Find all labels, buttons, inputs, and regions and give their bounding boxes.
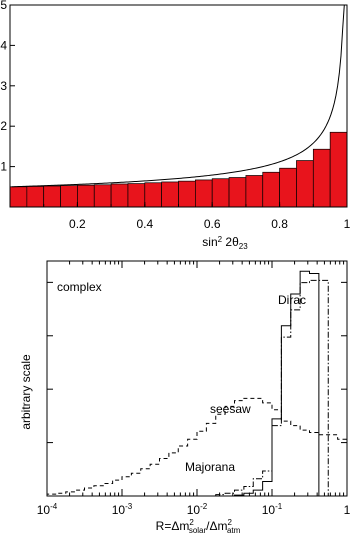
- density-curve: [11, 4, 345, 188]
- histogram-x-axis-label: sin2 2θ23: [202, 235, 248, 251]
- histogram-bar: [296, 160, 314, 208]
- distribution-x-tick-label: 10-2: [187, 502, 208, 517]
- histogram-y-tick-label: 4: [0, 38, 7, 52]
- histogram-bar: [228, 177, 247, 208]
- histogram-bar: [93, 184, 112, 208]
- histogram-bar: [279, 167, 297, 208]
- distribution-x-tick-label: 10-4: [37, 502, 58, 517]
- histogram-x-tick-label: 1: [344, 217, 350, 231]
- annotation-majorana: Majorana: [185, 460, 235, 474]
- histogram-y-tick-label: 3: [0, 79, 7, 93]
- histogram-bar: [245, 175, 264, 208]
- distribution-x-tick-label: 10-1: [262, 502, 283, 517]
- annotation-seesaw: seesaw: [210, 402, 251, 416]
- histogram-bar: [211, 178, 230, 208]
- histogram-bar: [329, 131, 348, 208]
- series-seesaw-line: [46, 397, 347, 496]
- distribution-panel: 10-4 10-3 10-2 10-1 1 complex Dirac seesaw M…: [19, 260, 350, 535]
- distribution-x-tick-label: 10-3: [112, 502, 133, 517]
- histogram-bar: [9, 186, 28, 208]
- annotation-complex: complex: [57, 280, 102, 294]
- histogram-bars: [9, 131, 348, 208]
- histogram-bar: [127, 183, 146, 208]
- histogram-bar: [26, 186, 45, 208]
- histogram-ticks: 0.2 0.4 0.6 0.8 1 1 2 3 4 5: [0, 0, 350, 231]
- histogram-bar: [195, 179, 213, 208]
- histogram-bar: [161, 181, 179, 208]
- histogram-y-tick-label: 1: [0, 160, 7, 174]
- histogram-x-tick-label: 0.8: [271, 217, 288, 231]
- histogram-bar: [43, 185, 61, 208]
- histogram-x-tick-label: 0.6: [204, 217, 221, 231]
- histogram-bar: [144, 182, 163, 208]
- distribution-ticks: 10-4 10-3 10-2 10-1 1: [37, 261, 350, 517]
- histogram-panel: 0.2 0.4 0.6 0.8 1 1 2 3 4 5 sin2 2θ23: [0, 0, 350, 251]
- series-majorana-line: [215, 279, 347, 497]
- histogram-y-tick-label: 2: [0, 119, 7, 133]
- distribution-y-axis-label: arbitrary scale: [19, 354, 33, 430]
- annotation-dirac: Dirac: [278, 293, 306, 307]
- histogram-x-tick-label: 0.2: [69, 217, 86, 231]
- histogram-y-tick-label: 5: [0, 0, 7, 12]
- histogram-bar: [77, 184, 95, 208]
- histogram-bar: [312, 148, 331, 208]
- histogram-x-tick-label: 0.4: [136, 217, 153, 231]
- series-dirac-line: [234, 270, 347, 497]
- histogram-bar: [262, 171, 280, 208]
- histogram-bar: [110, 183, 129, 208]
- distribution-x-tick-label: 1: [344, 503, 350, 517]
- distribution-x-axis-label: R=Δm2 solar/Δm2 atm: [156, 518, 241, 535]
- histogram-bar: [60, 185, 78, 208]
- histogram-bar: [178, 180, 196, 208]
